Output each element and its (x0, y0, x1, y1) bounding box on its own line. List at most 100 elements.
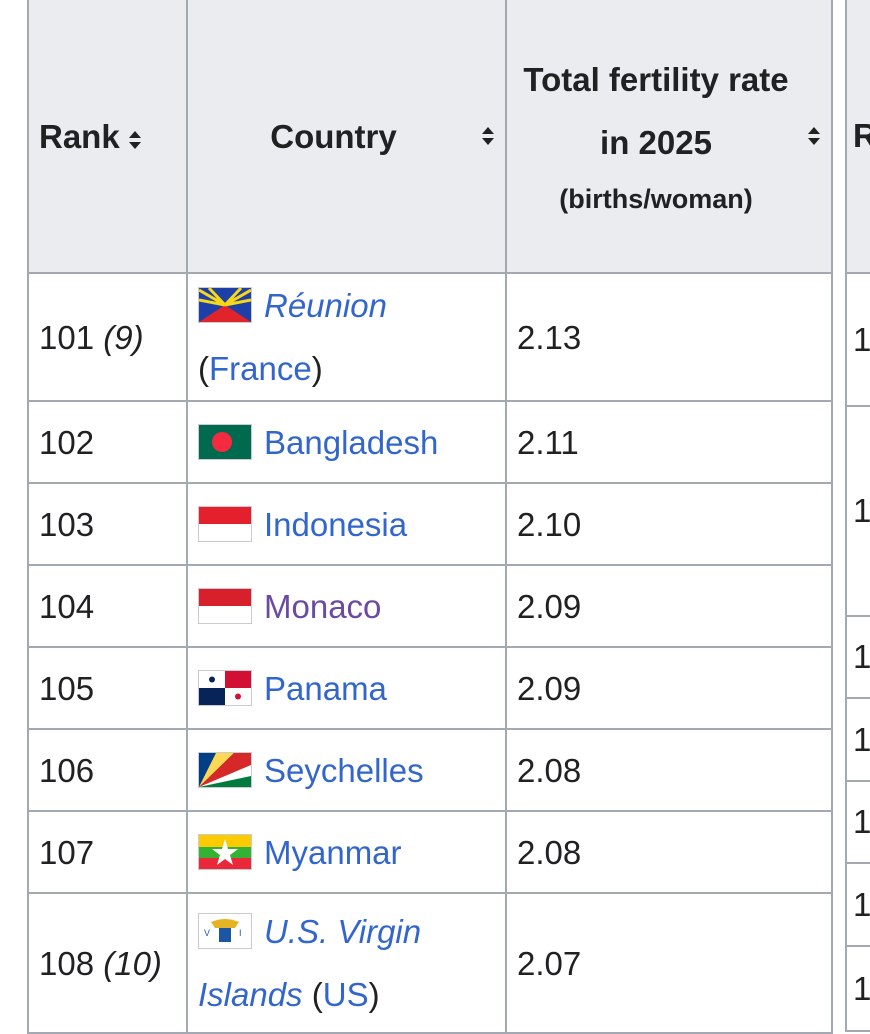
next-cell: 1 (845, 272, 870, 407)
rate: 2.10 (517, 505, 582, 543)
next-text: 1 (853, 803, 870, 840)
rank-cell: 105 (27, 646, 188, 730)
flag (198, 423, 252, 460)
country-cell: Indonesia (186, 482, 507, 566)
flag (198, 751, 252, 788)
rate: 2.09 (517, 669, 582, 707)
next-row: 1 (845, 862, 870, 947)
header-text: Total fertility rate in 2025 (517, 48, 795, 174)
next-body: 1 1 1 1 1 1 1 (845, 272, 870, 1032)
next-row: 1 (845, 405, 870, 617)
flag (198, 286, 252, 323)
next-row: 1 (845, 615, 870, 699)
next-text: 1 (853, 638, 870, 675)
rank-cell: 104 (27, 564, 188, 648)
flag-image (199, 834, 251, 869)
flag-image (199, 424, 251, 459)
country-link[interactable]: U.S. Virgin Islands (198, 913, 422, 1013)
country-link[interactable]: Panama (264, 669, 387, 707)
next-text: 1 (853, 492, 870, 529)
rank-note: (9) (103, 318, 144, 356)
table-row: 101 (9) Réunion (France) 2.13 (27, 272, 833, 402)
rank: 103 (39, 505, 95, 543)
rate-cell: 2.11 (505, 400, 833, 484)
rank-cell: 103 (27, 482, 188, 566)
rank: 107 (39, 833, 95, 871)
flag-image (199, 670, 251, 705)
header-unit: (births/woman) (559, 184, 753, 214)
next-row: 1 (845, 945, 870, 1032)
country-link[interactable]: Bangladesh (264, 423, 439, 461)
header-text: Country (270, 117, 397, 155)
country-link[interactable]: Indonesia (264, 505, 408, 543)
country-link[interactable]: Myanmar (264, 833, 402, 871)
next-row: 1 (845, 697, 870, 782)
table-body: 101 (9) Réunion (France) 2.13 102 Bangladesh… (27, 272, 833, 1034)
next-row: 1 (845, 272, 870, 407)
country-cell: Monaco (186, 564, 507, 648)
next-text: 1 (853, 320, 870, 358)
flag (198, 587, 252, 624)
country-cell: Bangladesh (186, 400, 507, 484)
fertility-table: Rank Country Total fertility rate in 2025… (27, 0, 833, 1034)
rank-note: (10) (103, 944, 162, 982)
header-text: Rank (39, 117, 120, 155)
flag (198, 669, 252, 706)
flag-image (199, 506, 251, 541)
table-row: 104 Monaco 2.09 (27, 564, 833, 648)
header-line: Total fertility rate (523, 61, 789, 98)
table-row: 102 Bangladesh 2.11 (27, 400, 833, 484)
next-cell: 1 (845, 780, 870, 864)
paren: ( (198, 350, 209, 387)
country-link[interactable]: Monaco (264, 587, 382, 625)
flag (198, 833, 252, 870)
next-cell: 1 (845, 945, 870, 1032)
dependency-link[interactable]: US (322, 976, 369, 1013)
table-row: 108 (10) V I U.S. Virgin Islands (US) 2.07 (27, 892, 833, 1034)
table-row: 103 Indonesia 2.10 (27, 482, 833, 566)
rate-header[interactable]: Total fertility rate in 2025 (births/woman… (505, 0, 833, 274)
country-header[interactable]: Country (186, 0, 507, 274)
flag-image (198, 286, 252, 322)
rank: 102 (39, 423, 95, 461)
rate: 2.11 (517, 423, 579, 461)
rank-cell: 107 (27, 810, 188, 894)
rate-cell: 2.09 (505, 564, 833, 648)
next-text: 1 (853, 885, 870, 923)
next-cell: 1 (845, 615, 870, 699)
rate-cell: 2.08 (505, 728, 833, 812)
table-row: 106 Seychelles 2.08 (27, 728, 833, 812)
rate: 2.13 (517, 318, 582, 356)
next-cell: 1 (845, 697, 870, 782)
rank-header[interactable]: Rank (27, 0, 188, 274)
rank-cell: 101 (9) (27, 272, 188, 402)
country-link[interactable]: Seychelles (264, 751, 424, 789)
table-row: 107 Myanmar 2.08 (27, 810, 833, 894)
rank-cell: 102 (27, 400, 188, 484)
country-cell: Seychelles (186, 728, 507, 812)
rate: 2.07 (517, 944, 582, 982)
sort-icon (808, 127, 820, 145)
rate-cell: 2.10 (505, 482, 833, 566)
country-cell: Myanmar (186, 810, 507, 894)
next-row: 1 (845, 780, 870, 864)
rate-cell: 2.09 (505, 646, 833, 730)
dependency-link[interactable]: France (209, 350, 312, 387)
country-cell: Panama (186, 646, 507, 730)
flag (198, 505, 252, 542)
sort-icon (128, 130, 141, 149)
paren: ) (368, 976, 380, 1013)
rank: 105 (39, 669, 95, 707)
sort-icon (482, 127, 494, 145)
svg-text:V: V (204, 928, 210, 938)
country-link[interactable]: Réunion (264, 287, 387, 324)
rank-cell: 106 (27, 728, 188, 812)
paren: ( (311, 976, 323, 1013)
rank: 108 (39, 944, 95, 982)
paren: ) (311, 350, 323, 387)
rank: 104 (39, 587, 95, 625)
next-text: 1 (853, 720, 870, 758)
